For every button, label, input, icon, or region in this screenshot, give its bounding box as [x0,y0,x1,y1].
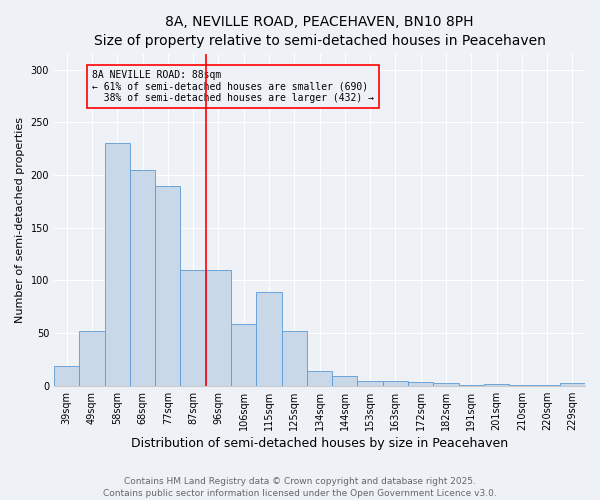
Bar [181,270,206,386]
Bar [433,382,458,386]
Bar [104,144,130,386]
Bar [281,331,307,386]
Bar [206,270,231,386]
Bar [509,385,535,386]
Text: 8A NEVILLE ROAD: 88sqm
← 61% of semi-detached houses are smaller (690)
  38% of : 8A NEVILLE ROAD: 88sqm ← 61% of semi-det… [92,70,374,103]
Bar [358,380,383,386]
Bar [79,331,104,386]
Bar [130,170,155,386]
X-axis label: Distribution of semi-detached houses by size in Peacehaven: Distribution of semi-detached houses by … [131,437,508,450]
Bar [383,380,408,386]
Text: Contains HM Land Registry data © Crown copyright and database right 2025.
Contai: Contains HM Land Registry data © Crown c… [103,476,497,498]
Bar [54,366,79,386]
Title: 8A, NEVILLE ROAD, PEACEHAVEN, BN10 8PH
Size of property relative to semi-detache: 8A, NEVILLE ROAD, PEACEHAVEN, BN10 8PH S… [94,15,545,48]
Bar [256,292,281,386]
Bar [535,385,560,386]
Y-axis label: Number of semi-detached properties: Number of semi-detached properties [15,117,25,323]
Bar [458,385,484,386]
Bar [332,376,358,386]
Bar [484,384,509,386]
Bar [155,186,181,386]
Bar [231,324,256,386]
Bar [408,382,433,386]
Bar [307,371,332,386]
Bar [560,382,585,386]
